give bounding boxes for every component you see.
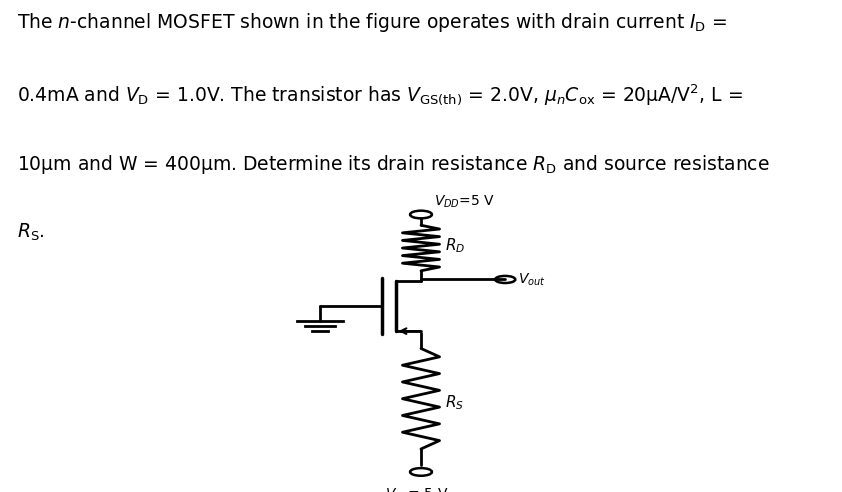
Text: The $n$-channel MOSFET shown in the figure operates with drain current $I_{\rm D: The $n$-channel MOSFET shown in the figu… [17, 11, 727, 34]
Text: $R_D$: $R_D$ [445, 237, 465, 255]
Text: $R_S$: $R_S$ [445, 393, 464, 412]
Text: 10μm and W = 400μm. Determine its drain resistance $R_{\rm D}$ and source resist: 10μm and W = 400μm. Determine its drain … [17, 153, 770, 176]
Text: $R_{\rm S}$.: $R_{\rm S}$. [17, 221, 45, 243]
Text: $V_{out}$: $V_{out}$ [518, 271, 546, 288]
Text: 0.4mA and $V_{\rm D}$ = 1.0V. The transistor has $V_{\rm GS(th)}$ = 2.0V, $\mu_n: 0.4mA and $V_{\rm D}$ = 1.0V. The transi… [17, 82, 743, 107]
Text: $V_{SS}$=-5 V: $V_{SS}$=-5 V [385, 487, 449, 492]
Text: $V_{DD}$=5 V: $V_{DD}$=5 V [434, 194, 495, 210]
